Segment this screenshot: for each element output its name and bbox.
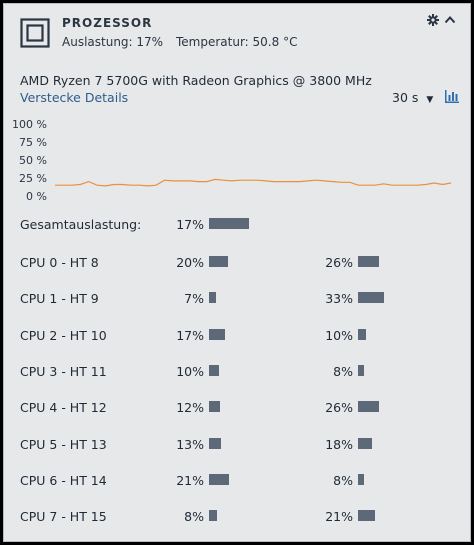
core-percent-a: 12%	[176, 400, 204, 415]
core-label: CPU 6 - HT 14	[20, 473, 107, 488]
bar-chart-icon[interactable]	[445, 90, 459, 103]
processor-panel: PROZESSOR Auslastung: 17% Temperatur: 50…	[3, 3, 471, 542]
core-label: CPU 1 - HT 9	[20, 291, 99, 306]
core-bar-a	[209, 256, 228, 267]
core-percent-b: 8%	[333, 364, 353, 379]
core-bar-a	[209, 329, 225, 340]
y-tick-label: 50 %	[19, 154, 47, 167]
core-bar-a	[209, 510, 217, 521]
core-bar-a	[209, 401, 220, 412]
core-percent-a: 20%	[176, 255, 204, 270]
core-bar-b	[358, 510, 375, 521]
core-bar-b	[358, 401, 379, 412]
interval-value: 30 s	[392, 90, 419, 105]
core-percent-a: 10%	[176, 364, 204, 379]
overall-bar	[209, 218, 249, 229]
widget-title: PROZESSOR	[62, 16, 153, 30]
cpu-model: AMD Ryzen 7 5700G with Radeon Graphics @…	[20, 73, 372, 88]
core-bar-b	[358, 438, 372, 449]
load-series-line	[55, 178, 452, 187]
core-percent-a: 8%	[184, 509, 204, 524]
load-summary: Auslastung: 17%	[62, 35, 164, 49]
gear-icon[interactable]	[427, 14, 439, 26]
core-bar-b	[358, 292, 384, 303]
core-percent-b: 10%	[325, 328, 353, 343]
core-percent-b: 26%	[325, 255, 353, 270]
core-bar-a	[209, 474, 229, 485]
core-label: CPU 2 - HT 10	[20, 328, 107, 343]
y-tick-label: 100 %	[12, 118, 47, 131]
overall-percent: 17%	[176, 217, 204, 232]
core-bar-b	[358, 329, 366, 340]
core-percent-b: 26%	[325, 400, 353, 415]
core-percent-b: 21%	[325, 509, 353, 524]
interval-dropdown[interactable]: 30 s ▼	[392, 90, 433, 105]
core-percent-a: 7%	[184, 291, 204, 306]
cpu-chip-icon	[20, 18, 50, 48]
core-percent-b: 8%	[333, 473, 353, 488]
core-label: CPU 4 - HT 12	[20, 400, 107, 415]
core-bar-b	[358, 365, 364, 376]
core-bar-b	[358, 474, 364, 485]
core-percent-a: 21%	[176, 473, 204, 488]
core-label: CPU 3 - HT 11	[20, 364, 107, 379]
overall-label: Gesamtauslastung:	[20, 217, 142, 232]
core-percent-b: 33%	[325, 291, 353, 306]
temperature-summary: Temperatur: 50.8 °C	[176, 35, 298, 49]
core-label: CPU 0 - HT 8	[20, 255, 99, 270]
hide-details-link[interactable]: Verstecke Details	[20, 90, 129, 105]
load-history-chart: 100 % 75 % 50 % 25 % 0 %	[12, 118, 452, 203]
core-label: CPU 5 - HT 13	[20, 437, 107, 452]
core-percent-a: 17%	[176, 328, 204, 343]
y-tick-label: 0 %	[26, 190, 47, 203]
caret-down-icon: ▼	[426, 95, 434, 105]
y-tick-label: 25 %	[19, 172, 47, 185]
core-percent-a: 13%	[176, 437, 204, 452]
core-percent-b: 18%	[325, 437, 353, 452]
core-bar-a	[209, 365, 219, 376]
core-bar-b	[358, 256, 379, 267]
core-bar-a	[209, 438, 221, 449]
chevron-up-icon[interactable]	[444, 14, 456, 26]
core-bar-a	[209, 292, 216, 303]
core-label: CPU 7 - HT 15	[20, 509, 107, 524]
y-tick-label: 75 %	[19, 136, 47, 149]
